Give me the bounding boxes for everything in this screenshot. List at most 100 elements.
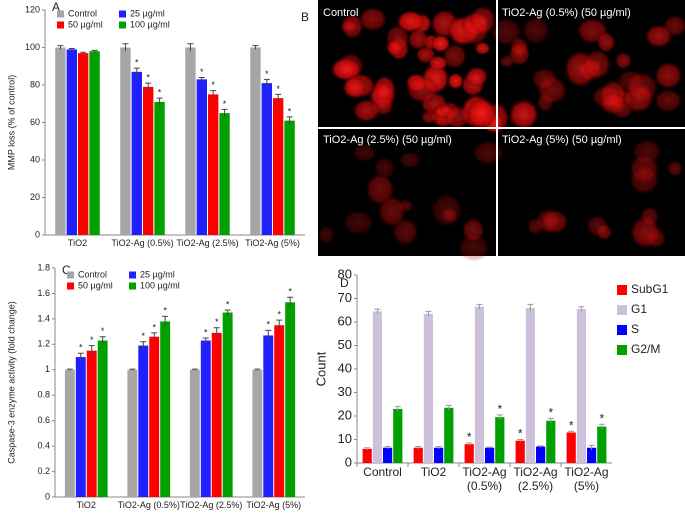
error-bar [198, 77, 205, 82]
bar [393, 408, 403, 463]
legend-swatch [129, 282, 136, 290]
x-tick-label: TiO2-Ag (0.5%) [117, 500, 180, 510]
bar [78, 53, 89, 235]
bar [97, 340, 108, 497]
x-tick-label-box: TiO2-Ag (2.5%) [180, 500, 242, 510]
bar [86, 350, 97, 497]
y-tick-label: 60 [338, 313, 352, 328]
error-bar [145, 82, 152, 91]
legend-swatch [617, 305, 627, 315]
legend-label: 25 µg/ml [140, 269, 175, 279]
x-tick-label: TiO2-Ag (2.5%) [513, 466, 558, 493]
bar [222, 312, 233, 497]
bar [263, 335, 274, 497]
error-bar [394, 406, 401, 412]
bar [525, 307, 535, 463]
significance-mark: * [497, 402, 502, 416]
bar [75, 357, 86, 497]
panel-label: D [340, 276, 349, 290]
bar [587, 447, 597, 463]
cell [430, 34, 451, 53]
error-bar [187, 43, 194, 52]
significance-mark: * [518, 427, 523, 441]
cell [385, 39, 405, 57]
bar [284, 120, 295, 235]
x-tick-label: TiO2-Ag (5%) [564, 466, 609, 493]
error-bar [221, 108, 228, 117]
bar [143, 86, 154, 235]
y-tick-label: 0.2 [37, 466, 50, 476]
cell [342, 209, 375, 236]
cell [440, 206, 459, 223]
bar [185, 47, 196, 235]
cell [614, 51, 632, 70]
cell [508, 41, 531, 67]
significance-mark: * [204, 327, 208, 337]
legend-swatch [129, 271, 136, 279]
micrograph-caption: TiO2-Ag (2.5%) (50 µg/ml) [323, 134, 452, 146]
legend-label: 100 µg/ml [140, 280, 180, 290]
error-bar [151, 332, 158, 341]
x-tick-label: TiO2 [76, 500, 96, 510]
bar [250, 47, 261, 235]
significance-mark: * [200, 67, 204, 77]
error-bar [287, 296, 294, 308]
cell [352, 98, 381, 123]
bar [434, 447, 444, 463]
bar [444, 407, 454, 463]
error-bar [276, 319, 283, 331]
cell [407, 28, 429, 51]
significance-mark: * [211, 80, 215, 90]
legend-label: 50 µg/ml [78, 280, 113, 290]
cell [447, 72, 464, 90]
error-bar [213, 327, 220, 338]
error-bar [466, 442, 473, 446]
error-bar [547, 417, 554, 424]
legend-label: G2/M [631, 342, 660, 356]
y-tick-label: 80 [30, 79, 40, 89]
error-bar [99, 336, 106, 345]
cell [340, 19, 358, 34]
x-tick-label-box: TiO2 [76, 500, 96, 510]
y-tick-label: 70 [338, 290, 352, 305]
error-bar [140, 341, 147, 350]
x-tick-label: TiO2-Ag (0.5%) [462, 466, 507, 493]
x-tick-label-box: TiO2 [421, 466, 447, 479]
significance-mark: * [226, 299, 230, 309]
error-bar [374, 308, 381, 314]
cell [352, 143, 377, 163]
bar [383, 447, 393, 463]
y-tick-label: 120 [25, 4, 40, 14]
cell [457, 233, 491, 262]
legend-label: 50 µg/ml [68, 19, 103, 29]
error-bar [364, 447, 371, 451]
y-tick-label: 50 [338, 337, 352, 352]
bar [597, 426, 607, 463]
cell [317, 225, 335, 245]
legend-label: Control [78, 269, 107, 279]
error-bar [415, 446, 422, 449]
legend-swatch [617, 325, 627, 335]
cell [420, 110, 437, 124]
x-tick-label: Control [363, 466, 402, 479]
cell [640, 205, 660, 227]
x-tick-label: TiO2 [67, 238, 88, 248]
legend-swatch [119, 10, 126, 18]
significance-mark: * [267, 320, 271, 330]
error-bar [88, 345, 95, 356]
y-tick-label: 30 [338, 384, 352, 399]
significance-mark: * [152, 322, 156, 332]
cell [444, 105, 471, 130]
panel-label: A [52, 0, 60, 14]
cell [396, 9, 426, 33]
error-bar [133, 67, 140, 76]
x-tick-label-box: TiO2-Ag (5%) [564, 466, 609, 493]
y-tick-label: 0.6 [37, 415, 50, 425]
significance-mark: * [135, 58, 139, 68]
bar [515, 440, 525, 463]
error-bar [77, 352, 84, 361]
bar [576, 309, 586, 463]
y-tick-label: 1.4 [37, 313, 50, 323]
bar [464, 444, 474, 463]
cell [357, 6, 388, 32]
